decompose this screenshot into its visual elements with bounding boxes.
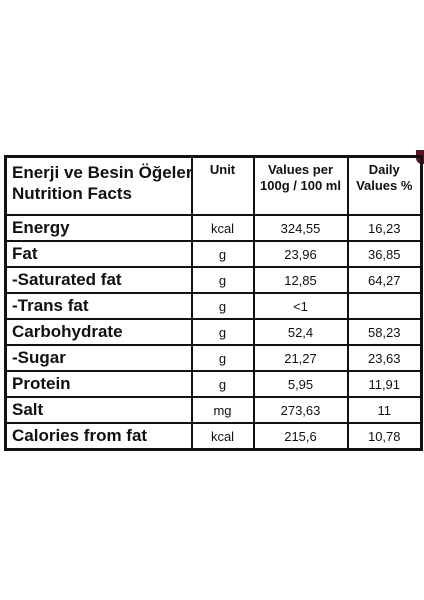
nutrient-daily-value: 16,23 [346,214,423,242]
nutrient-value: 324,55 [252,214,349,242]
table-header-row: Enerji ve Besin Öğeleri Nutrition Facts … [4,155,423,216]
nutrient-daily-value: 10,78 [346,422,423,451]
nutrient-unit: g [190,344,255,372]
nutrient-value: 12,85 [252,266,349,294]
table-title: Enerji ve Besin Öğeleri Nutrition Facts [4,155,193,216]
values-column-header: Values per 100g / 100 ml [252,155,349,216]
title-line-english: Nutrition Facts [12,184,132,203]
title-line-turkish: Enerji ve Besin Öğeleri [12,163,192,182]
nutrient-daily-value: 11 [346,396,423,424]
table-row: Fat g 23,96 36,85 [4,240,423,268]
nutrient-value: 23,96 [252,240,349,268]
nutrient-daily-value: 11,91 [346,370,423,398]
daily-header-line2: Values % [356,178,413,193]
nutrient-daily-value: 58,23 [346,318,423,346]
unit-column-header: Unit [190,155,255,216]
nutrient-name: -Trans fat [4,292,193,320]
nutrient-unit: kcal [190,214,255,242]
nutrient-unit: kcal [190,422,255,451]
nutrient-value: <1 [252,292,349,320]
nutrient-daily-value: 23,63 [346,344,423,372]
nutrient-daily-value: 64,27 [346,266,423,294]
nutrient-name: -Sugar [4,344,193,372]
nutrient-daily-value [346,292,423,320]
nutrient-value: 273,63 [252,396,349,424]
table-row: Carbohydrate g 52,4 58,23 [4,318,423,346]
table-row: Protein g 5,95 11,91 [4,370,423,398]
nutrient-daily-value: 36,85 [346,240,423,268]
table-row: -Sugar g 21,27 23,63 [4,344,423,372]
nutrient-name: -Saturated fat [4,266,193,294]
nutrient-unit: g [190,318,255,346]
nutrient-name: Energy [4,214,193,242]
table-row: Calories from fat kcal 215,6 10,78 [4,422,423,451]
nutrient-unit: g [190,240,255,268]
values-header-line2: 100g / 100 ml [260,178,341,193]
table-row: -Trans fat g <1 [4,292,423,320]
table-row: Energy kcal 324,55 16,23 [4,214,423,242]
table-row: Salt mg 273,63 11 [4,396,423,424]
nutrient-unit: g [190,266,255,294]
daily-header-line1: Daily [368,162,400,177]
daily-values-column-header: Daily Values % [346,155,423,216]
nutrient-value: 5,95 [252,370,349,398]
nutrition-facts-table: Enerji ve Besin Öğeleri Nutrition Facts … [4,155,423,451]
nutrient-value: 215,6 [252,422,349,451]
nutrient-value: 52,4 [252,318,349,346]
values-header-line1: Values per [267,162,334,177]
nutrient-name: Carbohydrate [4,318,193,346]
nutrient-name: Protein [4,370,193,398]
nutrient-name: Fat [4,240,193,268]
nutrient-unit: g [190,292,255,320]
nutrient-name: Calories from fat [4,422,193,451]
table-row: -Saturated fat g 12,85 64,27 [4,266,423,294]
nutrient-value: 21,27 [252,344,349,372]
nutrient-unit: mg [190,396,255,424]
nutrient-unit: g [190,370,255,398]
nutrient-name: Salt [4,396,193,424]
